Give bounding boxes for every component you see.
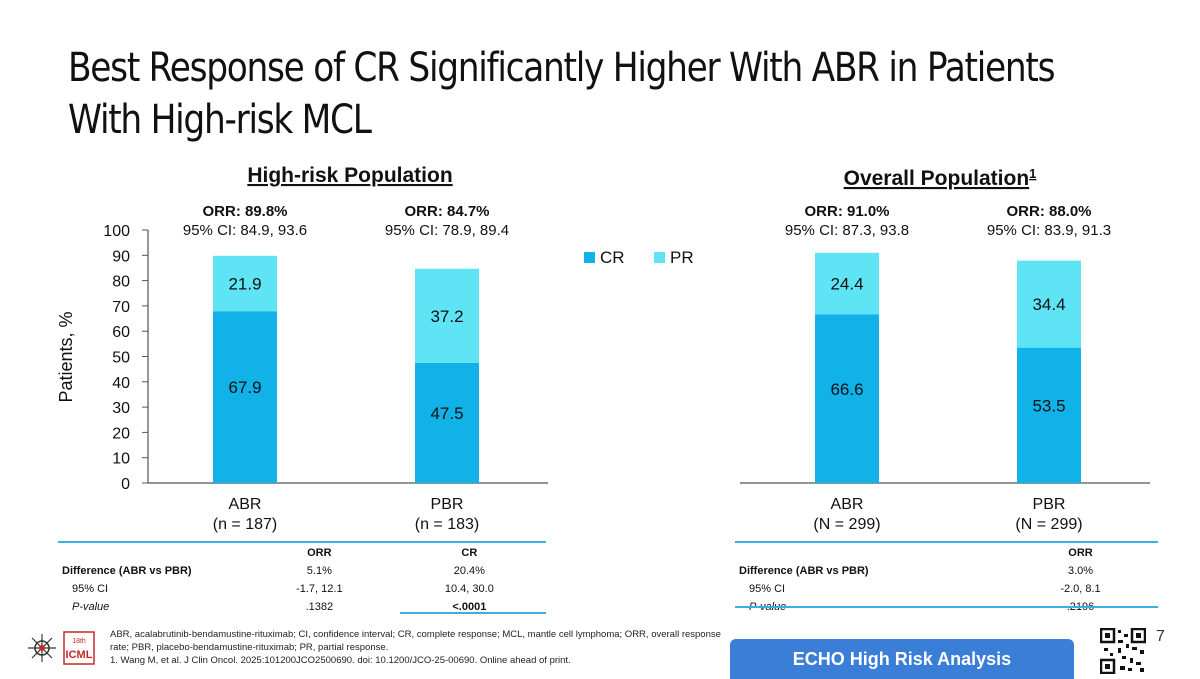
y-tick-label: 60 <box>112 324 130 341</box>
cell-orr: -2.0, 8.1 <box>1060 583 1101 595</box>
y-tick-label: 0 <box>121 476 130 493</box>
data-label-pr: 37.2 <box>430 307 463 326</box>
icml-logo: 18th ICML <box>20 628 110 668</box>
data-label-cr: 53.5 <box>1032 396 1065 415</box>
table-row: P-value .1382 <.0001 <box>58 598 546 616</box>
row-label: Difference (ABR vs PBR) <box>739 565 869 577</box>
ci-label: 95% CI: 83.9, 91.3 <box>987 222 1111 239</box>
cell-orr: 5.1% <box>306 565 332 577</box>
data-label-pr: 34.4 <box>1032 295 1065 314</box>
y-tick-label: 20 <box>112 425 130 442</box>
y-tick-label: 70 <box>112 299 130 316</box>
ci-label: 95% CI: 87.3, 93.8 <box>785 222 909 239</box>
left-stats-table: ORR CR Difference (ABR vs PBR) 5.1% 20.4… <box>58 544 546 616</box>
row-label: 95% CI <box>749 583 786 595</box>
left-table-head-cr: CR <box>461 547 478 559</box>
table-row: 95% CI -1.7, 12.1 10.4, 30.0 <box>58 580 546 598</box>
orr-label: ORR: 91.0% <box>804 203 889 220</box>
x-tick-n: (N = 299) <box>1015 516 1082 533</box>
table-row: Difference (ABR vs PBR) 3.0% <box>735 562 1158 580</box>
panel-title: High-risk Population <box>247 164 452 187</box>
x-tick-label: ABR <box>229 496 262 513</box>
cell-orr: .1382 <box>305 601 334 613</box>
x-tick-n: (N = 299) <box>813 516 880 533</box>
y-tick-label: 90 <box>112 248 130 265</box>
y-tick-label: 80 <box>112 274 130 291</box>
panel-title: Overall Population1 <box>844 166 1037 191</box>
page-number: 7 <box>1156 628 1165 645</box>
row-label: 95% CI <box>72 583 109 595</box>
virus-logo-icon: 18th ICML <box>28 631 95 665</box>
left-table-bottom-rule <box>400 612 546 614</box>
right-table-rule <box>735 541 1158 543</box>
cell-cr: 10.4, 30.0 <box>444 583 494 595</box>
x-tick-n: (n = 187) <box>213 516 277 533</box>
x-tick-label: PBR <box>1033 496 1066 513</box>
qr-code-icon <box>1100 628 1146 674</box>
x-tick-n: (n = 183) <box>415 516 479 533</box>
row-label: P-value <box>72 601 110 613</box>
legend-label-pr: PR <box>670 248 694 267</box>
slide-title: Best Response of CR Significantly Higher… <box>68 42 1056 146</box>
bar-pr-abr <box>213 255 277 312</box>
orr-label: ORR: 88.0% <box>1006 203 1091 220</box>
data-label-cr: 47.5 <box>430 404 463 423</box>
x-tick-label: PBR <box>431 496 464 513</box>
legend-label-cr: CR <box>600 248 625 267</box>
panel-title-superscript: 1 <box>1029 166 1036 181</box>
right-table-head-orr: ORR <box>1068 547 1093 559</box>
bar-pr-pbr <box>1017 260 1081 348</box>
bar-cr-abr <box>815 314 879 483</box>
slide-title-line-1: Best Response of CR Significantly Higher… <box>68 45 1056 91</box>
y-axis-title: Patients, % <box>56 311 76 402</box>
ci-label: 95% CI: 78.9, 89.4 <box>385 222 509 239</box>
orr-label: ORR: 89.8% <box>202 203 287 220</box>
analysis-banner: ECHO High Risk Analysis <box>730 639 1074 679</box>
y-tick-label: 30 <box>112 400 130 417</box>
orr-label: ORR: 84.7% <box>404 203 489 220</box>
footnote: ABR, acalabrutinib-bendamustine-rituxima… <box>110 628 730 667</box>
ci-label: 95% CI: 84.9, 93.6 <box>183 222 307 239</box>
bar-cr-abr <box>213 311 277 483</box>
table-row: 95% CI -2.0, 8.1 <box>735 580 1158 598</box>
legend-swatch-pr <box>654 252 665 263</box>
data-label-pr: 21.9 <box>228 275 261 294</box>
y-tick-label: 10 <box>112 451 130 468</box>
y-tick-label: 40 <box>112 375 130 392</box>
slide-title-line-2: With High-risk MCL <box>68 97 372 143</box>
footnote-line-3: 1. Wang M, et al. J Clin Oncol. 2025:101… <box>110 655 571 666</box>
row-label: Difference (ABR vs PBR) <box>62 565 192 577</box>
cell-cr: <.0001 <box>452 601 487 613</box>
table-row: Difference (ABR vs PBR) 5.1% 20.4% <box>58 562 546 580</box>
footnote-line-1: ABR, acalabrutinib-bendamustine-rituxima… <box>110 629 721 640</box>
bar-cr-pbr <box>1017 347 1081 483</box>
right-table-bottom-rule <box>735 606 1158 608</box>
x-tick-label: ABR <box>831 496 864 513</box>
cell-cr: 20.4% <box>453 565 485 577</box>
y-tick-label: 100 <box>103 223 130 240</box>
logo-edition: 18th <box>72 638 86 645</box>
footnote-line-2: rate; PBR, placebo-bendamustine-rituxima… <box>110 642 389 653</box>
logo-name: ICML <box>66 649 93 661</box>
y-tick-label: 50 <box>112 350 130 367</box>
data-label-cr: 66.6 <box>830 380 863 399</box>
data-label-cr: 67.9 <box>228 378 261 397</box>
left-table-head-orr: ORR <box>307 547 332 559</box>
data-label-pr: 24.4 <box>830 275 863 294</box>
cell-orr: 3.0% <box>1067 565 1094 577</box>
bar-pr-abr <box>815 252 879 315</box>
cell-orr: -1.7, 12.1 <box>296 583 343 595</box>
bar-cr-pbr <box>415 362 479 483</box>
left-table-rule <box>58 541 546 543</box>
legend-swatch-cr <box>584 252 595 263</box>
bar-pr-pbr <box>415 268 479 363</box>
